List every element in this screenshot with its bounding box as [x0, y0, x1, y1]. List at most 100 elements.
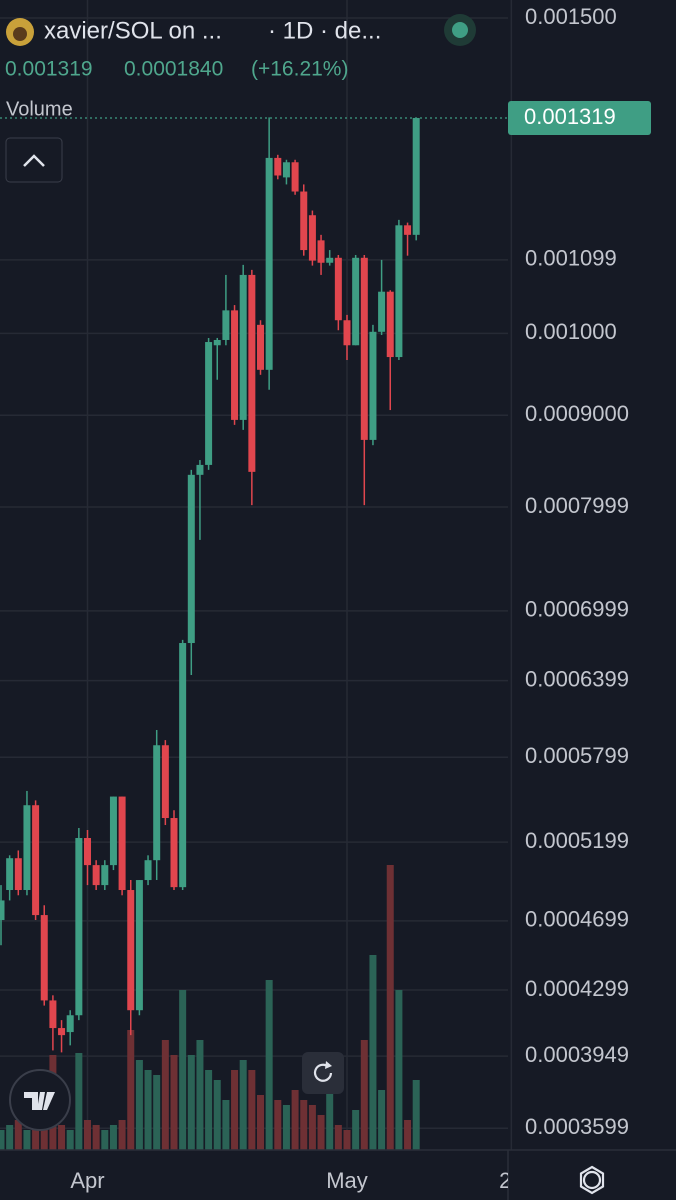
volume-bar	[118, 1120, 126, 1150]
candle-body	[291, 162, 299, 192]
volume-bar	[395, 990, 403, 1150]
reset-arrow	[325, 1061, 332, 1069]
price-change-pct: (+16.21%)	[251, 58, 348, 81]
y-tick-label: 0.0006999	[525, 597, 629, 622]
candle-body	[170, 818, 178, 888]
candle-body	[213, 339, 221, 346]
volume-bar	[23, 1130, 31, 1150]
volume-bar	[196, 1040, 204, 1150]
candle-body	[14, 858, 22, 891]
candle-body	[360, 257, 368, 440]
candle-body	[308, 215, 316, 261]
price-tag: 0.001319	[0, 100, 651, 135]
volume-bar	[109, 1125, 117, 1150]
volume-bar	[317, 1115, 325, 1150]
y-tick-label: 0.0004699	[525, 907, 629, 932]
candle-body	[127, 890, 135, 1011]
collapse-icon	[23, 154, 45, 167]
candle-body	[222, 310, 230, 340]
volume-bar	[135, 1060, 143, 1150]
candle-body	[300, 191, 308, 251]
volume-bar	[170, 1055, 178, 1150]
candle-body	[84, 838, 91, 866]
y-tick-label: 0.001500	[525, 4, 617, 29]
y-tick-label: 0.0009000	[525, 401, 629, 426]
status-dot	[452, 22, 468, 38]
volume-bar	[352, 1110, 360, 1150]
volume-bar	[231, 1070, 239, 1150]
volume-bar	[378, 1090, 386, 1150]
candle-body	[205, 342, 213, 465]
volume-bar	[282, 1105, 290, 1150]
y-tick-label: 0.0003599	[525, 1114, 629, 1139]
candle-body	[153, 745, 161, 861]
candle-body	[6, 858, 14, 891]
y-tick-label: 0.0004299	[525, 976, 629, 1001]
candle-body	[317, 240, 325, 263]
last-price-box	[508, 100, 651, 135]
candle-body	[49, 1000, 57, 1029]
volume-bar	[187, 1055, 195, 1150]
volume-bar	[101, 1130, 109, 1150]
candle-body	[135, 880, 143, 1011]
candle-body	[0, 900, 5, 921]
candle-body	[92, 865, 100, 886]
candle-body	[23, 805, 31, 891]
candles	[0, 117, 420, 1053]
candle-body	[334, 257, 342, 321]
candle-body	[343, 320, 351, 346]
settings-icon-outline	[579, 1165, 605, 1195]
price-change: 0.0001840	[124, 58, 223, 81]
symbol-icon-detail	[13, 27, 27, 41]
candle-body	[75, 838, 83, 1016]
volume-bar	[92, 1125, 100, 1150]
volume-bar	[32, 1125, 40, 1150]
candle-body	[196, 464, 204, 475]
interval: · 1D · de...	[268, 17, 381, 44]
volume-bar	[153, 1075, 161, 1150]
volume-bar	[300, 1100, 308, 1150]
y-tick-label: 0.0005799	[525, 743, 629, 768]
collapse-button[interactable]	[5, 137, 63, 183]
y-tick-label: 0.0005199	[525, 828, 629, 853]
x-tick-label: May	[326, 1168, 368, 1193]
candle-body	[101, 865, 109, 886]
y-tick-label: 0.0007999	[525, 493, 629, 518]
volume-bar	[127, 1030, 135, 1150]
symbol-title: xavier/SOL on ...	[44, 17, 222, 44]
volume-bar	[343, 1130, 351, 1150]
candle-body	[274, 157, 282, 176]
settings-icon[interactable]	[582, 1170, 602, 1190]
volume-bar	[213, 1080, 221, 1150]
candle-body	[326, 257, 334, 263]
candle-body	[248, 274, 256, 472]
volume-bar	[205, 1070, 213, 1150]
x-tick-label: 20	[499, 1168, 523, 1193]
y-tick-label: 0.0003949	[525, 1042, 629, 1067]
price-axis: 0.0003599 0.0003949 0.0004299 0.0004699 0.00…	[525, 4, 629, 1139]
volume-bar	[6, 1125, 14, 1150]
reset-button[interactable]	[302, 1052, 344, 1094]
volume-bar	[66, 1130, 74, 1150]
volume-bar	[222, 1100, 230, 1150]
volume-bar	[308, 1105, 316, 1150]
volume-bar	[58, 1125, 66, 1150]
candle-body	[404, 225, 412, 235]
candle-body	[32, 805, 40, 916]
logo-icon	[24, 1092, 55, 1110]
candle-body	[378, 291, 386, 332]
volume-bar	[412, 1080, 420, 1150]
volume-bar	[14, 1120, 22, 1150]
candle-body	[187, 474, 195, 644]
volume-bar	[326, 1090, 334, 1150]
y-tick-label: 0.001099	[525, 246, 617, 271]
volume-bar	[274, 1100, 282, 1150]
volume-bar	[40, 1120, 48, 1150]
indicator-label: Volume	[6, 98, 73, 120]
volume-bar	[386, 865, 394, 1150]
volume-bar	[360, 1040, 368, 1150]
volume-bar	[334, 1125, 342, 1150]
last-price: 0.001319	[5, 58, 93, 81]
